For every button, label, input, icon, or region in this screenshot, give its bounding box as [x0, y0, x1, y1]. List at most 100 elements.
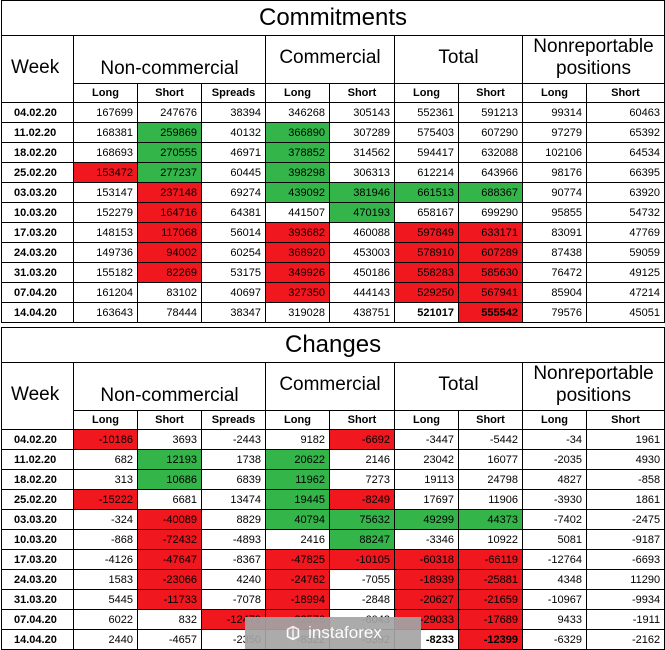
value-cell: 277237 — [137, 162, 202, 183]
value-cell: 87438 — [522, 242, 587, 263]
table-row: 25.02.20 153472 277237 60445 398298 306313 612… — [1, 162, 665, 183]
value-cell: 612214 — [394, 162, 459, 183]
value-cell: 378852 — [265, 142, 330, 163]
value-cell: -47647 — [137, 549, 202, 570]
table-row: 14.04.20 163643 78444 38347 319028 438751 5210… — [1, 302, 665, 323]
subheader-row: Long Short Spreads Long Short Long Short Long Sh… — [2, 410, 665, 430]
week-cell: 11.02.20 — [1, 122, 74, 143]
value-cell: 366890 — [265, 122, 330, 143]
value-cell: 23042 — [394, 449, 459, 470]
value-cell: 99314 — [522, 102, 587, 123]
column-subheader: Short — [458, 410, 523, 430]
value-cell: 346268 — [265, 102, 330, 123]
value-cell: 555542 — [458, 302, 523, 323]
week-cell: 24.03.20 — [1, 242, 74, 263]
value-cell: -4126 — [73, 549, 138, 570]
column-subheader: Short — [329, 83, 395, 103]
commitments-table: Commitments Week Non-commercial Commerci… — [1, 0, 665, 323]
value-cell: 85904 — [522, 282, 587, 303]
week-cell: 03.03.20 — [1, 509, 74, 530]
value-cell: -11733 — [137, 589, 202, 610]
value-cell: 6022 — [73, 609, 138, 630]
value-cell: 56014 — [201, 222, 266, 243]
value-cell: 46971 — [201, 142, 266, 163]
value-cell: 16077 — [458, 449, 523, 470]
value-cell: -12764 — [522, 549, 587, 570]
value-cell: 40132 — [201, 122, 266, 143]
value-cell: -18939 — [394, 569, 459, 590]
value-cell: 2416 — [265, 529, 330, 550]
value-cell: 597849 — [394, 222, 459, 243]
column-subheader: Spreads — [201, 410, 266, 430]
column-subheader: Short — [458, 83, 523, 103]
value-cell: 9182 — [265, 429, 330, 450]
value-cell: 1583 — [73, 569, 138, 590]
column-subheader: Long — [394, 410, 459, 430]
value-cell: 19445 — [265, 489, 330, 510]
value-cell: 47214 — [586, 282, 665, 303]
table-row: 11.02.20 682 12193 1738 20622 2146 23042 16077-… — [1, 449, 665, 470]
value-cell: -6329 — [522, 629, 587, 650]
value-cell: 259869 — [137, 122, 202, 143]
value-cell: 607290 — [458, 122, 523, 143]
column-subheader: Long — [265, 83, 330, 103]
value-cell: 59059 — [586, 242, 665, 263]
subheader-row: Long Short Spreads Long Short Long Short Long Sh… — [2, 83, 665, 103]
week-cell: 10.03.20 — [1, 202, 74, 223]
value-cell: 98176 — [522, 162, 587, 183]
value-cell: -25881 — [458, 569, 523, 590]
week-cell: 24.03.20 — [1, 569, 74, 590]
value-cell: 578910 — [394, 242, 459, 263]
commercial-header: Commercial — [265, 362, 395, 411]
value-cell: -23066 — [137, 569, 202, 590]
value-cell: 4930 — [585, 449, 665, 470]
value-cell: 688367 — [458, 182, 523, 203]
table-row: 24.03.20 1583 -23066 4240 -24762 -7055 -18939-… — [1, 569, 665, 590]
value-cell: -4657 — [137, 629, 202, 650]
value-cell: 66395 — [586, 162, 665, 183]
value-cell: 633171 — [458, 222, 523, 243]
week-cell: 04.02.20 — [1, 102, 74, 123]
value-cell: 594417 — [394, 142, 459, 163]
value-cell: -21659 — [458, 589, 523, 610]
value-cell: 148153 — [73, 222, 138, 243]
week-cell: 04.02.20 — [1, 429, 74, 450]
value-cell: 164716 — [137, 202, 202, 223]
value-cell: 13474 — [201, 489, 266, 510]
table-row: 17.03.20 -4126 -47647 -8367 -47825 -10105 -603… — [1, 549, 665, 570]
table-row: 31.03.20 5445 -11733 -7078 -18994 -2848 -20627… — [1, 589, 665, 610]
value-cell: 699290 — [458, 202, 523, 223]
value-cell: 82269 — [137, 262, 202, 283]
value-cell: 83091 — [522, 222, 587, 243]
value-cell: 450186 — [329, 262, 395, 283]
week-cell: 25.02.20 — [1, 489, 74, 510]
value-cell: 529250 — [394, 282, 459, 303]
value-cell: 552361 — [394, 102, 459, 123]
value-cell: 60463 — [586, 102, 665, 123]
column-subheader: Short — [329, 410, 395, 430]
value-cell: 1961 — [585, 429, 665, 450]
value-cell: 47769 — [586, 222, 665, 243]
value-cell: 575403 — [394, 122, 459, 143]
value-cell: 558283 — [394, 262, 459, 283]
value-cell: 45051 — [586, 302, 665, 323]
value-cell: 460088 — [329, 222, 395, 243]
watermark-text: instaforex — [308, 623, 382, 642]
value-cell: 12193 — [137, 449, 202, 470]
column-subheader: Short — [586, 83, 665, 103]
value-cell: 319028 — [265, 302, 330, 323]
value-cell: 167699 — [73, 102, 138, 123]
value-cell: -3346 — [394, 529, 459, 550]
value-cell: -2475 — [585, 509, 665, 530]
value-cell: 682 — [73, 449, 138, 470]
table-row: 24.03.20 149736 94002 60254 368920 453003 5789… — [1, 242, 665, 263]
table-row: 11.02.20 168381 259869 40132 366890 307289 575… — [1, 122, 665, 143]
value-cell: 6681 — [137, 489, 202, 510]
value-cell: -7402 — [522, 509, 587, 530]
value-cell: -24762 — [265, 569, 330, 590]
value-cell: 49125 — [586, 262, 665, 283]
value-cell: 153472 — [73, 162, 138, 183]
value-cell: -72432 — [137, 529, 202, 550]
noncommercial-header: Non-commercial — [73, 35, 266, 84]
